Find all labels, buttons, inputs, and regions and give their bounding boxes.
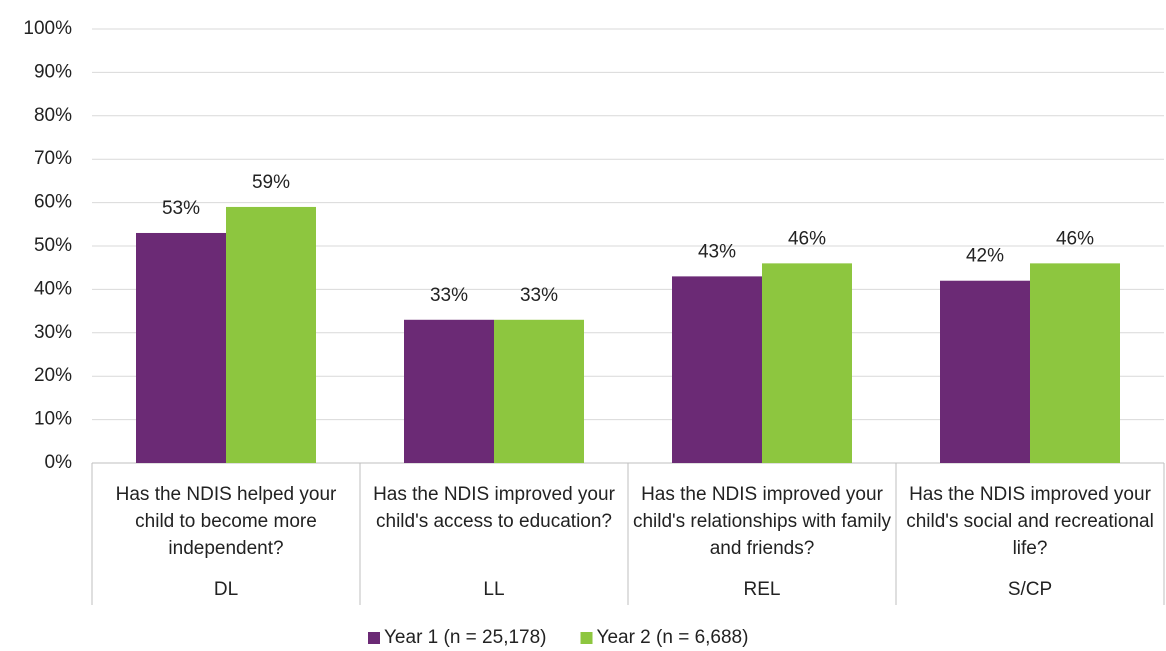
y-tick-label: 80% [34,105,72,126]
group-label: DL [214,579,238,600]
bar [672,276,762,463]
data-label: 46% [788,228,826,249]
group-label: LL [483,579,504,600]
y-tick-label: 20% [34,365,72,386]
data-label: 59% [252,172,290,193]
x-tick-label-box: Has the NDIS helped your child to become… [115,484,337,559]
x-tick-label-box: Has the NDIS improved your child's acces… [373,484,615,532]
legend-label: Year 1 (n = 25,178) [384,627,547,648]
bar [940,280,1030,463]
data-label: 53% [162,198,200,219]
group-label: S/CP [1008,579,1052,600]
bar [762,263,852,463]
y-tick-label: 30% [34,322,72,343]
x-tick-label: Has the NDIS improved your child's socia… [906,484,1154,559]
x-tick-label-box: Has the NDIS improved your child's relat… [632,484,892,559]
data-label: 43% [698,241,736,262]
y-tick-label: 100% [23,18,72,39]
y-tick-label: 90% [34,61,72,82]
y-tick-label: 70% [34,148,72,169]
y-tick-label: 0% [45,452,73,473]
legend-swatch [368,632,380,644]
data-label: 46% [1056,228,1094,249]
y-tick-label: 60% [34,192,72,213]
bar [136,232,226,463]
bar [404,319,494,463]
legend-swatch [580,632,593,644]
group-label: REL [744,579,781,600]
x-tick-label: Has the NDIS improved your child's relat… [632,484,892,559]
x-tick-label-box: Has the NDIS improved your child's socia… [906,484,1154,559]
data-label: 33% [520,285,558,306]
legend-label: Year 2 (n = 6,688) [597,627,749,648]
bar [1030,263,1120,463]
y-tick-label: 40% [34,278,72,299]
x-tick-label: Has the NDIS improved your child's acces… [373,484,615,532]
data-label: 42% [966,246,1004,267]
x-tick-label: Has the NDIS helped your child to become… [115,484,337,559]
y-tick-label: 10% [34,409,72,430]
bar [494,319,584,463]
y-tick-label: 50% [34,235,72,256]
bar [226,206,316,463]
data-label: 33% [430,285,468,306]
